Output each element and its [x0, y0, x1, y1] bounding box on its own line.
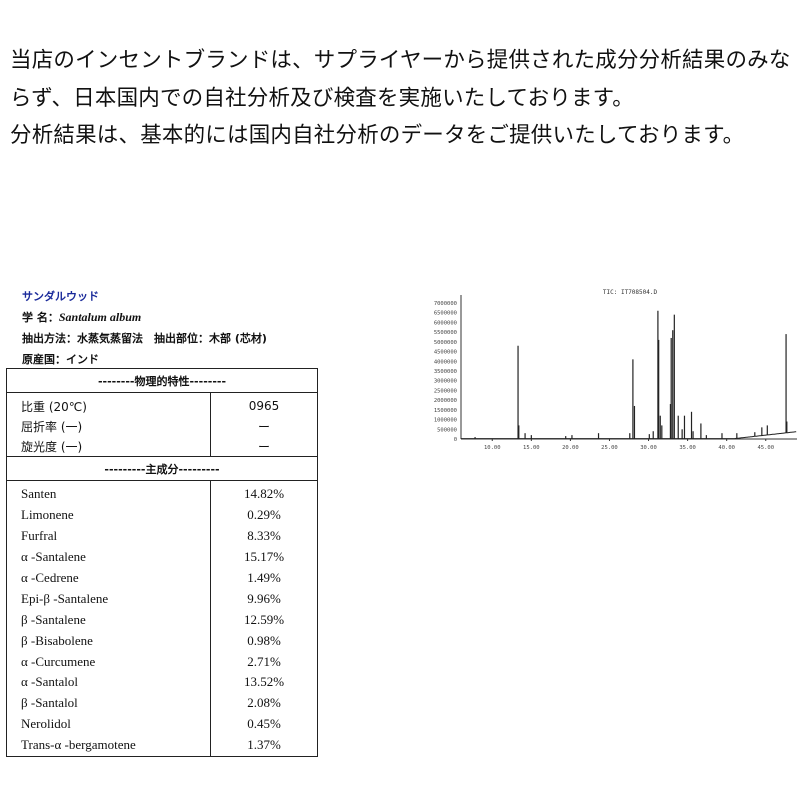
table-row: α -Cedrene 1.49% — [6, 567, 318, 589]
origin-info: 原産国：インド — [22, 353, 99, 366]
x-tick-label: 15.00 — [523, 445, 540, 451]
row-value: 0965 — [210, 392, 318, 416]
row-name: β -Bisabolene — [6, 630, 211, 652]
table-row: β -Santalol 2.08% — [6, 692, 318, 714]
scientific-name: Santalum album — [58, 310, 142, 324]
physical-header: --------物理的特性-------- — [6, 368, 318, 393]
scientific-name-label: 学 名： — [22, 311, 59, 324]
row-name: Epi-β -Santalene — [6, 588, 211, 610]
row-value: 12.59% — [210, 609, 318, 631]
row-name: α -Santalene — [6, 546, 211, 568]
y-tick-label: 1500000 — [434, 408, 457, 414]
row-name: α -Santalol — [6, 672, 211, 693]
y-tick-label: 3000000 — [434, 379, 457, 385]
row-value: ー — [210, 416, 318, 436]
product-info: サンダルウッド 学 名：Santalum album 抽出方法：水蒸気蒸留法 抽… — [22, 286, 267, 370]
chart-title: TIC: IT708504.D — [603, 289, 658, 296]
intro-text: 当店のインセントブランドは、サプライヤーから提供された成分分析結果のみならず、日… — [10, 42, 795, 155]
table-row: 旋光度 (一) ー — [6, 436, 318, 457]
physical-header-label: --------物理的特性-------- — [6, 368, 318, 393]
intro-paragraph-1: 当店のインセントブランドは、サプライヤーから提供された成分分析結果のみならず、日… — [10, 48, 791, 111]
row-value: 2.71% — [210, 651, 318, 673]
table-row: Epi-β -Santalene 9.96% — [6, 588, 318, 610]
row-name: 比重 (20℃) — [6, 392, 211, 416]
x-tick-label: 25.00 — [601, 445, 618, 451]
row-value: 2.08% — [210, 692, 318, 714]
y-tick-label: 7000000 — [434, 301, 457, 307]
y-tick-label: 5000000 — [434, 340, 457, 346]
table-row: 比重 (20℃) 0965 — [6, 392, 318, 416]
x-tick-label: 30.00 — [640, 445, 657, 451]
row-value: 14.82% — [210, 480, 318, 505]
intro-paragraph-2: 分析結果は、基本的には国内自社分析のデータをご提供いたしております。 — [10, 123, 745, 148]
extraction-info: 抽出方法：水蒸気蒸留法 抽出部位：木部 (芯材) — [22, 332, 267, 345]
row-value: 0.29% — [210, 504, 318, 526]
row-value: ー — [210, 436, 318, 457]
product-title: サンダルウッド — [22, 290, 99, 303]
table-row: Trans-α -bergamotene 1.37% — [6, 734, 318, 757]
y-tick-label: 6000000 — [434, 320, 457, 326]
row-name: α -Curcumene — [6, 651, 211, 673]
table-row: Santen 14.82% — [6, 480, 318, 505]
row-name: β -Santalene — [6, 609, 211, 631]
row-value: 13.52% — [210, 672, 318, 693]
y-tick-label: 4500000 — [434, 350, 457, 356]
components-header: ---------主成分--------- — [6, 456, 318, 481]
analysis-table: --------物理的特性-------- 比重 (20℃) 0965 屈折率 (一)… — [6, 368, 318, 757]
table-row: 屈折率 (一) ー — [6, 416, 318, 436]
row-value: 15.17% — [210, 546, 318, 568]
chromatogram-chart: TIC: IT708504.D 7000000 6500000 6000000 5500… — [434, 289, 797, 451]
row-name: Santen — [6, 480, 211, 505]
y-tick-label: 4000000 — [434, 359, 457, 365]
row-value: 0.45% — [210, 713, 318, 735]
y-tick-label: 5500000 — [434, 330, 457, 336]
y-tick-label: 2000000 — [434, 398, 457, 404]
row-name: Limonene — [6, 504, 211, 526]
y-tick-label: 0 — [454, 437, 457, 443]
row-value: 0.98% — [210, 630, 318, 652]
row-name: 旋光度 (一) — [6, 436, 211, 457]
x-tick-label: 40.00 — [718, 445, 735, 451]
row-name: Nerolidol — [6, 713, 211, 735]
table-row: β -Bisabolene 0.98% — [6, 630, 318, 652]
table-row: Limonene 0.29% — [6, 504, 318, 526]
x-tick-label: 20.00 — [562, 445, 579, 451]
table-row: Furfral 8.33% — [6, 525, 318, 547]
row-name: Furfral — [6, 525, 211, 547]
baseline-trace — [460, 431, 797, 440]
row-value: 9.96% — [210, 588, 318, 610]
row-name: 屈折率 (一) — [6, 416, 211, 436]
y-tick-label: 1000000 — [434, 418, 457, 424]
components-header-label: ---------主成分--------- — [6, 456, 318, 481]
table-row: Nerolidol 0.45% — [6, 713, 318, 735]
y-tick-label: 3500000 — [434, 369, 457, 375]
row-value: 8.33% — [210, 525, 318, 547]
row-name: α -Cedrene — [6, 567, 211, 589]
table-row: α -Curcumene 2.71% — [6, 651, 318, 673]
x-tick-label: 35.00 — [679, 445, 696, 451]
row-name: β -Santalol — [6, 692, 211, 714]
table-row: α -Santalol 13.52% — [6, 672, 318, 693]
x-tick-label: 10.00 — [484, 445, 501, 451]
y-tick-label: 6500000 — [434, 311, 457, 317]
table-row: α -Santalene 15.17% — [6, 546, 318, 568]
row-value: 1.49% — [210, 567, 318, 589]
scientific-name-line: 学 名：Santalum album — [22, 307, 267, 328]
y-tick-label: 2500000 — [434, 388, 457, 394]
row-value: 1.37% — [210, 734, 318, 757]
table-row: β -Santalene 12.59% — [6, 609, 318, 631]
row-name: Trans-α -bergamotene — [6, 734, 211, 757]
x-tick-label: 45.00 — [757, 445, 774, 451]
y-tick-label: 500000 — [437, 427, 457, 433]
